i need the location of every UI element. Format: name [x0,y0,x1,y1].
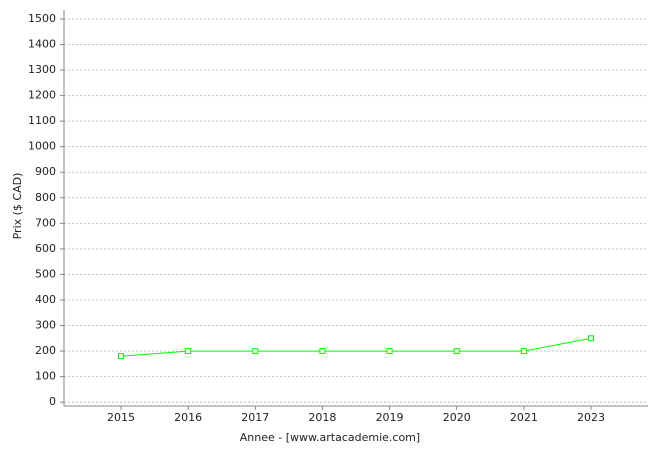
y-tick-label: 0 [49,395,56,408]
x-tick-label: 2016 [174,411,202,424]
y-axis-label: Prix ($ CAD) [11,173,24,240]
y-tick-label: 600 [35,242,56,255]
x-tick-label: 2017 [241,411,269,424]
x-tick-label: 2021 [510,411,538,424]
x-tick-label: 2015 [107,411,135,424]
y-tick-label: 300 [35,319,56,332]
y-tick-label: 1500 [28,12,56,25]
point [386,348,393,355]
y-tick-label: 1300 [28,63,56,76]
point [453,348,460,355]
y-tick-label: 200 [35,344,56,357]
line [120,337,592,357]
y-tick-label: 1200 [28,89,56,102]
y-tick-label: 700 [35,216,56,229]
point [319,348,326,355]
y-tick-label: 1100 [28,114,56,127]
x-tick-label: 2019 [376,411,404,424]
y-tick-label: 1000 [28,140,56,153]
y-tick-label: 100 [35,370,56,383]
point [185,348,192,355]
y-tick-label: 1400 [28,37,56,50]
point [588,335,594,342]
point [520,348,527,355]
x-tick-label: 2020 [443,411,471,424]
point [252,348,259,355]
y-tick-label: 400 [35,293,56,306]
x-tick-label: 2023 [577,411,605,424]
point [118,353,124,360]
x-axis-label: Annee - [www.artacademie.com] [240,431,420,444]
y-tick-label: 500 [35,267,56,280]
y-tick-label: 900 [35,165,56,178]
y-tick-label: 800 [35,191,56,204]
x-tick-label: 2018 [308,411,336,424]
